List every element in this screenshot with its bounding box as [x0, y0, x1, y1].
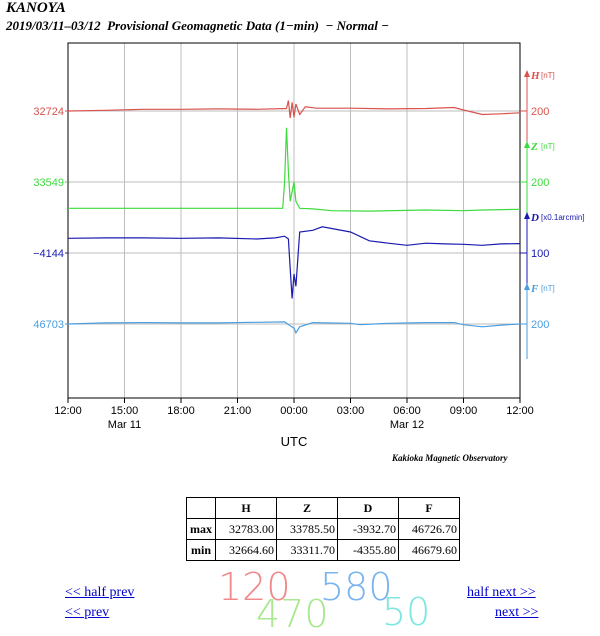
- row-label-min: min: [186, 539, 216, 561]
- x-tick-label: 15:00: [111, 405, 139, 417]
- captcha-number-2: 470: [256, 592, 329, 636]
- min-h: 32664.60: [215, 539, 277, 561]
- max-f: 46726.70: [398, 518, 460, 540]
- series-name-z: Z: [530, 141, 538, 153]
- baseline-label-z: 33549: [33, 177, 64, 189]
- col-z: Z: [276, 497, 338, 519]
- scale-arrowhead-f: [524, 283, 530, 290]
- labels-layer: 12:00 15:00 18:00 21:00 00:00 03:00 06:00 09:00…: [33, 70, 585, 449]
- x-tick-label: 06:00: [393, 405, 421, 417]
- plot-frame: [67, 42, 521, 399]
- next-link[interactable]: next >>: [495, 605, 539, 620]
- series-line-d: [67, 226, 521, 299]
- baseline-label-f: 46703: [33, 319, 64, 331]
- scale-arrowhead-d: [524, 212, 530, 219]
- scale-value-d: 100: [531, 248, 549, 260]
- scale-value-z: 200: [531, 177, 549, 189]
- x-tick-label: 18:00: [167, 405, 195, 417]
- series-line-h: [67, 100, 521, 119]
- half-prev-link[interactable]: << half prev: [65, 585, 135, 600]
- x-tick-label: 00:00: [280, 405, 308, 417]
- max-z: 33785.50: [276, 518, 338, 540]
- col-d: D: [337, 497, 399, 519]
- x-axis-label: UTC: [281, 434, 308, 449]
- min-f: 46679.60: [398, 539, 460, 561]
- max-h: 32783.00: [215, 518, 277, 540]
- series-line-f: [67, 321, 521, 335]
- x-date-label: Mar 12: [390, 419, 424, 431]
- col-h: H: [215, 497, 277, 519]
- col-f: F: [398, 497, 460, 519]
- series-name-h: H: [530, 70, 540, 82]
- series-unit-d: [x0.1arcmin]: [541, 213, 585, 222]
- x-tick-label: 12:00: [506, 405, 534, 417]
- baseline-label-h: 32724: [33, 106, 64, 118]
- series-unit-f: [nT]: [541, 284, 555, 293]
- series-name-d: D: [530, 212, 539, 224]
- captcha-number-1: 120: [218, 565, 291, 609]
- scale-arrowhead-h: [524, 70, 530, 77]
- series-unit-h: [nT]: [541, 71, 555, 80]
- captcha-number-4: 50: [382, 590, 431, 634]
- scale-value-f: 200: [531, 319, 549, 331]
- min-d: -4355.80: [337, 539, 399, 561]
- table-row: min 32664.60 33311.70 -4355.80 46679.60: [186, 539, 460, 561]
- geomagnetic-chart: 12:00 15:00 18:00 21:00 00:00 03:00 06:00 09:00…: [33, 42, 585, 449]
- half-next-link[interactable]: half next >>: [467, 585, 536, 600]
- prev-link[interactable]: << prev: [65, 605, 110, 620]
- station-name: KANOYA: [6, 0, 66, 16]
- stats-corner: [186, 497, 216, 519]
- x-date-label: Mar 11: [108, 419, 141, 431]
- chart-subtitle: 2019/03/11–03/12 Provisional Geomagnetic…: [6, 18, 389, 33]
- stats-header-row: H Z D F: [186, 497, 460, 519]
- baseline-label-d: −4144: [33, 248, 64, 260]
- x-tick-label: 09:00: [450, 405, 478, 417]
- scale-arrowhead-z: [524, 141, 530, 148]
- table-row: max 32783.00 33785.50 -3932.70 46726.70: [186, 518, 460, 540]
- series-line-z: [68, 127, 521, 212]
- stats-table: H Z D F max 32783.00 33785.50 -3932.70 4…: [186, 497, 460, 561]
- series-name-f: F: [530, 283, 539, 295]
- chart-grid: [67, 43, 521, 403]
- x-tick-label: 03:00: [337, 405, 365, 417]
- captcha-number-3: 580: [320, 565, 393, 609]
- observatory-credit: Kakioka Magnetic Observatory: [392, 453, 508, 463]
- max-d: -3932.70: [337, 518, 399, 540]
- series-unit-z: [nT]: [541, 142, 555, 151]
- scale-value-h: 200: [531, 106, 549, 118]
- row-label-max: max: [186, 518, 216, 540]
- series-layer: [67, 100, 521, 335]
- min-z: 33311.70: [276, 539, 338, 561]
- x-tick-label: 12:00: [54, 405, 82, 417]
- x-tick-label: 21:00: [224, 405, 252, 417]
